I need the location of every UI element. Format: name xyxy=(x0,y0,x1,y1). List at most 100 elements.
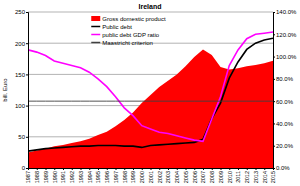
tick-mark xyxy=(116,168,117,170)
tick-mark xyxy=(221,168,222,170)
tick-label: 2014 xyxy=(262,171,268,183)
tick-label: 2010 xyxy=(227,171,233,183)
line xyxy=(28,32,273,141)
tick: 2015 xyxy=(270,168,276,183)
legend-swatch xyxy=(91,42,100,44)
tick-label: 200 xyxy=(15,41,26,47)
tick-mark xyxy=(28,168,29,170)
tick-mark xyxy=(89,168,90,170)
tick-label: 2001 xyxy=(148,171,154,183)
tick: 20.0% xyxy=(273,143,294,149)
tick-mark xyxy=(177,168,178,170)
tick-label: 2011 xyxy=(235,171,241,183)
tick-mark xyxy=(26,137,28,138)
legend-swatch xyxy=(91,26,100,28)
tick: 2014 xyxy=(262,168,268,183)
tick-label: 2003 xyxy=(165,171,171,183)
tick-label: 1988 xyxy=(34,171,40,183)
tick: 2011 xyxy=(235,168,241,183)
tick-mark xyxy=(256,168,257,170)
tick: 40.0% xyxy=(273,121,294,127)
tick-label: 0 xyxy=(22,165,26,171)
y2-axis: 0.0%20.0%40.0%60.0%80.0%100.0%120.0%140.… xyxy=(273,9,297,171)
legend-label: public debt GDP ratio xyxy=(102,32,160,38)
legend-label: Maastricht criterion xyxy=(102,40,153,46)
legend-item: Gross domestic product xyxy=(91,16,166,22)
tick-label: 1989 xyxy=(43,171,49,183)
tick: 2008 xyxy=(209,168,215,183)
tick-mark xyxy=(26,106,28,107)
area xyxy=(28,49,273,168)
tick-label: 0.0% xyxy=(276,165,290,171)
tick-mark xyxy=(46,168,47,170)
axis-title: bill. Euro xyxy=(2,78,8,102)
tick-label: 2008 xyxy=(209,171,215,183)
legend-item: Maastricht criterion xyxy=(91,40,153,46)
tick-label: 2004 xyxy=(174,171,180,183)
tick: 2000 xyxy=(139,168,145,183)
tick-label: 1998 xyxy=(122,171,128,183)
tick: 2004 xyxy=(174,168,180,183)
tick-label: 1993 xyxy=(78,171,84,183)
tick-mark xyxy=(26,168,28,169)
tick-label: 2005 xyxy=(183,171,189,183)
tick-label: 1992 xyxy=(69,171,75,183)
legend-swatch xyxy=(91,16,100,21)
tick-mark xyxy=(54,168,55,170)
axis-line xyxy=(29,169,274,171)
tick-mark xyxy=(273,168,275,169)
tick: 100.0% xyxy=(273,54,297,60)
tick-mark xyxy=(247,168,248,170)
tick: 80.0% xyxy=(273,76,294,82)
tick-label: 1997 xyxy=(113,171,119,183)
tick: 2001 xyxy=(148,168,154,183)
tick: 0.0% xyxy=(273,165,290,171)
tick: 2012 xyxy=(244,168,250,183)
tick-mark xyxy=(124,168,125,170)
tick: 1993 xyxy=(78,168,84,183)
tick-mark xyxy=(98,168,99,170)
tick-mark xyxy=(229,168,230,170)
grid-line xyxy=(28,12,273,13)
tick-mark xyxy=(26,12,28,13)
tick-label: 80.0% xyxy=(276,76,294,82)
tick-label: 2012 xyxy=(244,171,250,183)
tick: 2013 xyxy=(253,168,259,183)
tick-mark xyxy=(273,123,275,124)
tick-mark xyxy=(273,101,275,102)
tick-label: 1996 xyxy=(104,171,110,183)
tick: 0 xyxy=(22,165,28,171)
tick-mark xyxy=(26,74,28,75)
tick-mark xyxy=(238,168,239,170)
tick-label: 50 xyxy=(18,134,25,140)
tick: 1987 xyxy=(25,168,31,183)
tick-mark xyxy=(273,168,274,170)
tick-label: 60.0% xyxy=(276,99,294,105)
tick-mark xyxy=(142,168,143,170)
line xyxy=(28,38,273,151)
tick-mark xyxy=(37,168,38,170)
tick: 2007 xyxy=(200,168,206,183)
tick-mark xyxy=(133,168,134,170)
tick-label: 1995 xyxy=(95,171,101,183)
plot-marks xyxy=(28,32,273,168)
tick-label: 2000 xyxy=(139,171,145,183)
y-axis: 050100150200250 xyxy=(15,9,29,171)
tick: 2009 xyxy=(218,168,224,183)
tick-mark xyxy=(26,43,28,44)
tick-mark xyxy=(159,168,160,170)
tick-mark xyxy=(273,146,275,147)
legend: Gross domestic product Public debt public … xyxy=(91,16,166,46)
tick-mark xyxy=(194,168,195,170)
tick-label: 2002 xyxy=(157,171,163,183)
tick-label: 2015 xyxy=(270,171,276,183)
tick: 1994 xyxy=(87,168,93,183)
tick: 1999 xyxy=(130,168,136,183)
legend-swatch xyxy=(91,34,100,36)
tick: 100 xyxy=(15,103,28,109)
tick-label: 2006 xyxy=(192,171,198,183)
legend-label: Public debt xyxy=(102,24,132,30)
line xyxy=(28,101,273,102)
tick: 2010 xyxy=(227,168,233,183)
tick-label: 1990 xyxy=(52,171,58,183)
